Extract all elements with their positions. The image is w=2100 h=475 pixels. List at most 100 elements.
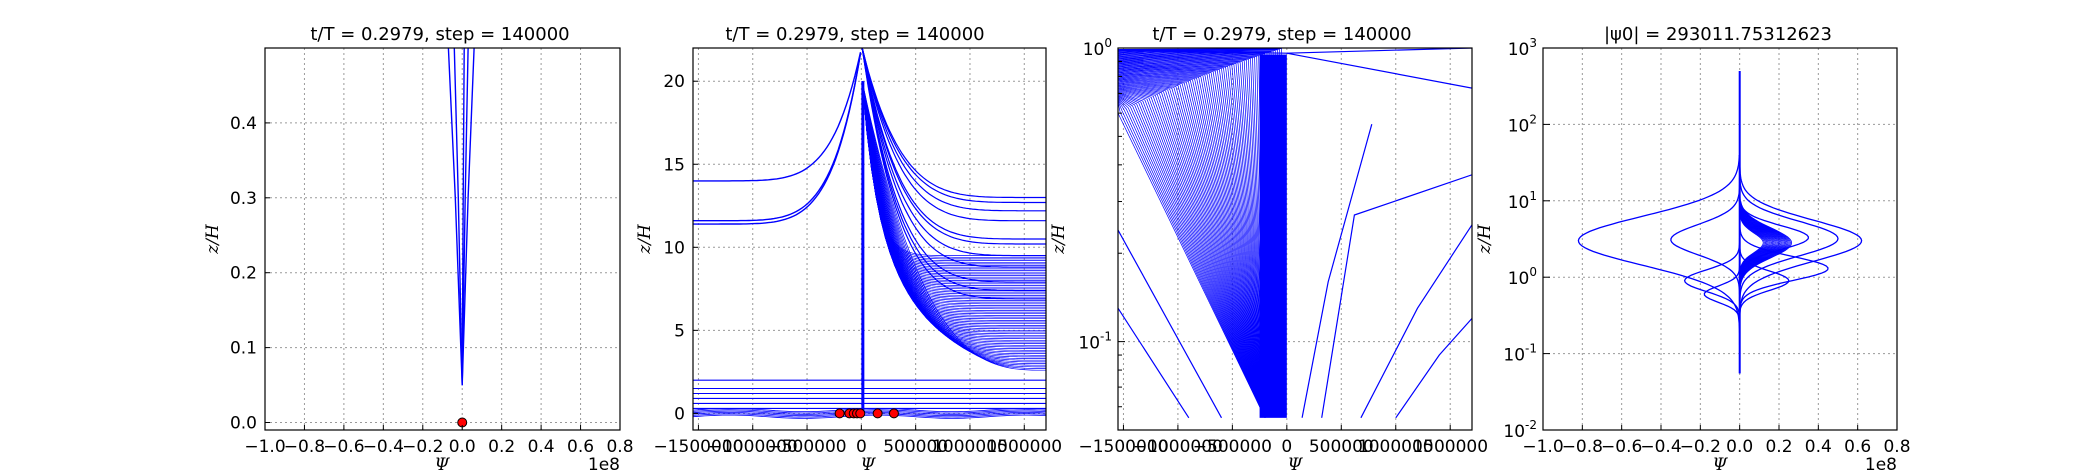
panel-1-xtick-label: 0.6 [567, 437, 594, 457]
panel-2-ticks: −1500000−1000000−500000 0 5000001000000150… [653, 72, 1062, 457]
panel-1-ytick-label: 0.3 [230, 189, 257, 209]
panel-3-fan-line [1118, 52, 1266, 418]
panel-2-fan-line [861, 81, 1046, 351]
panel-2-branch-line [861, 48, 1046, 245]
panel-4-profile-line [1683, 155, 1741, 374]
panel-4-x-multiplier: 1e8 [1865, 455, 1897, 475]
panel-2-fan-line [861, 81, 1046, 271]
panel-4-ticks: −1.0−0.8−0.6−0.4−0.2 0.0 0.2 0.4 0.6 0.8 10-2 1… [1503, 36, 1910, 457]
panel-2-fan-line [861, 81, 1046, 266]
panel-4: |ψ0| = 293011.75312623 −1.0−0.8−0.6−0.4−… [1475, 24, 1911, 475]
panel-3-fan-line [1118, 88, 1266, 418]
panel-2-fan-line [861, 81, 1046, 290]
panel-2-fan-line [861, 81, 1046, 268]
panel-3-fan-line [1118, 56, 1266, 418]
panel-2-fan-line [861, 81, 1046, 263]
panel-2-marker [872, 408, 883, 419]
panel-4-ytick-label: 102 [1508, 112, 1537, 136]
panel-3-fan-line [1118, 70, 1266, 418]
panel-3-right-line [1395, 318, 1472, 419]
panel-1-xtick-label: 0.2 [488, 437, 515, 457]
panel-3-fan-line [1118, 94, 1266, 418]
panel-3-fan-line [1118, 71, 1266, 418]
panel-2-ytick-label: 5 [674, 321, 685, 341]
panel-4-frame [1542, 47, 1898, 431]
panel-2-fan-line [861, 81, 1046, 280]
panel-2-branch-line [861, 48, 1046, 222]
panel-1-ytick-label: 0.0 [230, 414, 257, 434]
panel-3-fan-line [1118, 76, 1266, 418]
panel-3-ytick-label: 100 [1083, 36, 1112, 60]
panel-3-fan-line [1118, 78, 1266, 418]
panel-4-xtick-label: 0.4 [1805, 437, 1832, 457]
panel-1-profile-line [447, 48, 463, 386]
panel-3-fan-line [1118, 96, 1266, 418]
panel-3-left-line [1118, 307, 1190, 419]
panel-2-fan-line [861, 81, 1046, 273]
panel-2-xtick-label: −1000000 [708, 437, 798, 457]
panel-3-xtick-label: 1000000 [1358, 437, 1434, 457]
panel-3-top-line [1286, 48, 1472, 54]
panel-2-fan-line [861, 81, 1046, 368]
panel-3-fan-line [1118, 83, 1266, 418]
panel-3-fan-line [1118, 66, 1266, 418]
panel-2-fan-line [861, 81, 1046, 300]
panel-2-fan-line [861, 81, 1046, 265]
panel-3-fan-line [1118, 61, 1266, 418]
panel-3-fan-line [1118, 80, 1266, 418]
panel-3-fan-line [1118, 89, 1266, 418]
panel-3-grid [1118, 47, 1472, 430]
panel-2-branch-line [861, 48, 1046, 199]
panel-2-branch-line [861, 48, 1046, 212]
panel-3-fan-line [1118, 84, 1266, 418]
panel-2-xtick-label: 0 [856, 437, 867, 457]
panel-4-profile-line [1703, 155, 1741, 374]
panel-4-xtick-label: −0.2 [1680, 437, 1721, 457]
panel-2-ytick-label: 0 [674, 404, 685, 424]
panel-3-fan-line [1118, 73, 1266, 418]
panel-2-xtick-label: 1500000 [986, 437, 1062, 457]
panel-4-data [1577, 71, 1863, 374]
panel-2-branch-line [693, 53, 862, 225]
panel-1-profile-line [461, 48, 475, 386]
panel-4-ytick-label: 10-1 [1503, 342, 1537, 366]
panel-2-xtick-label: −500000 [767, 437, 846, 457]
panel-4-ytick-label: 103 [1508, 36, 1537, 60]
panel-1-profile-line [461, 48, 465, 386]
panel-1-grid [264, 48, 621, 430]
panel-1-title: t/T = 0.2979, step = 140000 [310, 24, 569, 45]
panel-3-xtick-label: −500000 [1193, 437, 1272, 457]
panel-2-bottom-line [693, 408, 1046, 413]
panel-3-fan-line [1118, 52, 1266, 418]
panel-4-xlabel: Ψ [1713, 455, 1729, 475]
panel-3-fan-line [1118, 99, 1266, 418]
panel-2-fan-line [861, 81, 1046, 261]
panel-2-fan-line [861, 81, 1046, 278]
panel-4-xtick-label: 0.0 [1726, 437, 1753, 457]
panel-4-xtick-label: −0.6 [1601, 437, 1642, 457]
panel-2-band [861, 81, 865, 414]
panel-4-ytick-label: 100 [1508, 265, 1537, 289]
panel-4-xtick-label: −0.4 [1640, 437, 1681, 457]
panel-3-fan-line [1118, 86, 1266, 418]
panel-3-fan-line [1118, 53, 1266, 418]
panel-1-ylabel: z/H [203, 223, 223, 255]
panel-3-xtick-label: −1500000 [1078, 437, 1168, 457]
panel-2-bottom-line [693, 409, 1046, 414]
panel-3-xlabel: Ψ [1288, 455, 1304, 475]
panel-3-fan-line [1118, 72, 1266, 418]
panel-2-bottom-line [693, 410, 1046, 415]
panel-2-fan-line [861, 81, 1046, 354]
panel-3-fan-line [1118, 98, 1266, 418]
panel-3-title: t/T = 0.2979, step = 140000 [1152, 24, 1411, 45]
panel-1-ytick-label: 0.2 [230, 264, 257, 284]
panel-1-data [447, 48, 475, 428]
panel-3-fan-line [1118, 94, 1266, 418]
panel-3-fan-line [1118, 85, 1266, 418]
panel-3-fan-line [1118, 62, 1266, 418]
panel-3-fan-line [1118, 91, 1266, 418]
panel-1-xlabel: Ψ [435, 455, 451, 475]
panel-2-branch-line [861, 48, 1046, 300]
panel-1-xtick-label: −0.6 [323, 437, 364, 457]
panel-3-xtick-label: 500000 [1309, 437, 1374, 457]
